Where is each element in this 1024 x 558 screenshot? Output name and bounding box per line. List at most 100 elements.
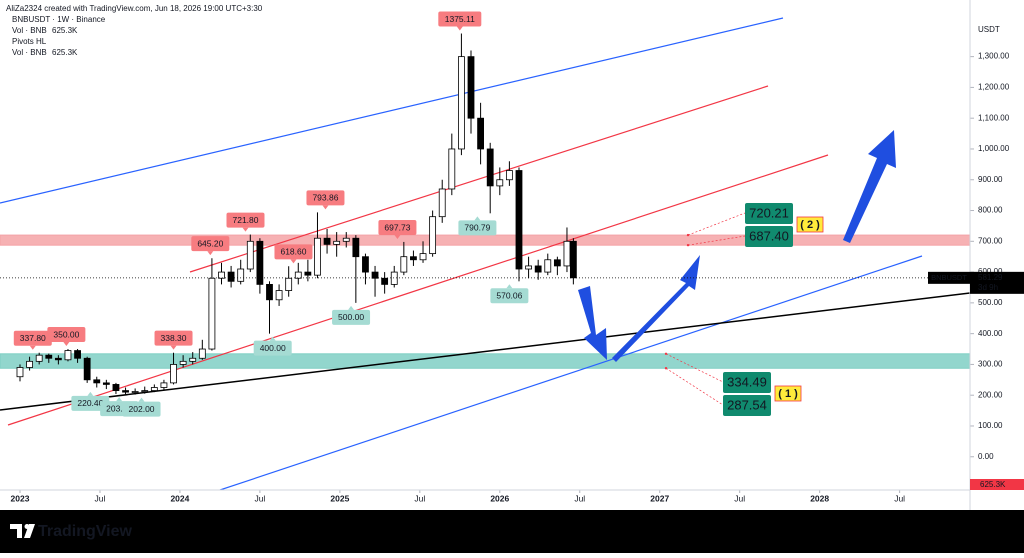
candle-body [26, 360, 33, 368]
candle-body [429, 216, 437, 255]
annotations: 334.49 287.54 ( 1 ) 720.21 687.40 ( 2 ) 337.80… [0, 11, 970, 417]
candle-body [35, 354, 43, 362]
symbol-line: BNBUSDT · 1W · Binance [12, 15, 106, 24]
candle-body [362, 256, 369, 273]
zone-name: ( 2 ) [800, 219, 820, 231]
callout-dot [686, 243, 690, 247]
pivot-low-box [253, 340, 292, 356]
pivot-label: 337.80 [20, 333, 46, 343]
background [0, 0, 1024, 510]
candle-body [410, 256, 417, 261]
pivot-high-box [47, 327, 86, 343]
x-tick-label: Jul [254, 493, 265, 503]
pivot-label: 793.86 [312, 193, 338, 203]
pivot-pointer [456, 26, 463, 31]
candle-body [170, 364, 177, 384]
candle-body [314, 237, 321, 276]
pivot-pointer [474, 216, 481, 221]
pivot-label: 1375.11 [445, 14, 475, 24]
candle-body [525, 265, 532, 270]
channel-line [189, 85, 769, 273]
candle-body [390, 271, 398, 285]
candle-body [381, 277, 389, 285]
callout-dot [664, 367, 668, 370]
candle-body [569, 240, 577, 279]
x-tick-label: Jul [414, 493, 425, 503]
x-tick-label: 2024 [170, 493, 189, 503]
pivot-label: 697.73 [384, 222, 410, 232]
pivot-label: 500.00 [338, 312, 364, 322]
candle-body [131, 391, 139, 393]
callout-line [687, 235, 746, 246]
y-tick-label: 100.00 [978, 421, 1003, 430]
pivot-high-box [226, 212, 265, 228]
pivot-label: 203.40 [106, 403, 132, 413]
pivot-label: 645.20 [197, 238, 223, 248]
arrow [578, 286, 607, 360]
candle-body [112, 384, 120, 391]
credit: AliZa2324 created with TradingView.com, … [6, 4, 263, 13]
candle-body [458, 56, 465, 150]
indicator-name: Pivots HL [12, 37, 47, 46]
candle-body [477, 117, 485, 150]
candle-body [275, 290, 283, 301]
zone-tag [774, 385, 802, 402]
volume-name: Vol · BNB [12, 48, 47, 57]
price-tag-label: 581.29 [978, 273, 1003, 282]
zone-tag [796, 216, 824, 233]
x-tick-label: 2026 [490, 493, 509, 503]
price-tag [970, 271, 1024, 294]
countdown-label: 3d 9h [978, 283, 998, 292]
candle-body [505, 170, 513, 181]
volume-tag [970, 479, 1024, 490]
y-tick-label: 1,300.00 [978, 52, 1010, 61]
candle-body [333, 240, 341, 245]
callout-box [745, 203, 793, 224]
pivot-label: 570.06 [496, 291, 522, 301]
pivot-pointer [348, 305, 355, 310]
y-tick-label: 500.00 [978, 298, 1003, 307]
pivot-label: 721.80 [232, 215, 258, 225]
volume-value: 625.3K [52, 26, 78, 35]
pivot-low-box [71, 395, 110, 411]
zone [0, 234, 970, 246]
candle-body [160, 382, 168, 388]
candle-body [198, 348, 206, 359]
x-tick-label: 2025 [330, 493, 349, 503]
zones [0, 234, 970, 369]
candle-body [515, 170, 523, 270]
pivot-label: 338.30 [161, 333, 187, 343]
pivot-pointer [170, 345, 177, 350]
y-tick-label: 900.00 [978, 175, 1003, 184]
candle-body [237, 268, 245, 282]
pivot-label: 400.00 [260, 343, 286, 353]
pivot-pointer [242, 227, 249, 232]
pivot-high-box [378, 220, 417, 236]
callout-box [745, 226, 793, 247]
y-tick-label: 1,100.00 [978, 113, 1010, 122]
candle-body [246, 240, 254, 270]
x-tick-label: 2027 [650, 493, 669, 503]
candle-body [45, 354, 53, 359]
pivot-pointer [394, 235, 401, 240]
x-tick-label: Jul [95, 493, 106, 503]
candle-body [486, 148, 494, 187]
pivot-high-box [438, 11, 482, 27]
candle-body [352, 237, 360, 258]
pivot-low-box [332, 309, 371, 325]
candle-body [16, 367, 24, 378]
pivot-pointer [506, 284, 513, 289]
brand: TradingView [38, 523, 133, 540]
pivot-pointer [269, 336, 276, 341]
logo [24, 524, 30, 529]
y-tick-label: 600.00 [978, 267, 1003, 276]
callout-label: 720.21 [749, 205, 789, 220]
pivot-pointer [116, 397, 123, 402]
pivot-low-box [458, 220, 497, 236]
y-tick-label: 400.00 [978, 329, 1003, 338]
callout-label: 687.40 [749, 228, 789, 243]
candle-body [371, 271, 379, 279]
x-tick-label: Jul [574, 493, 585, 503]
